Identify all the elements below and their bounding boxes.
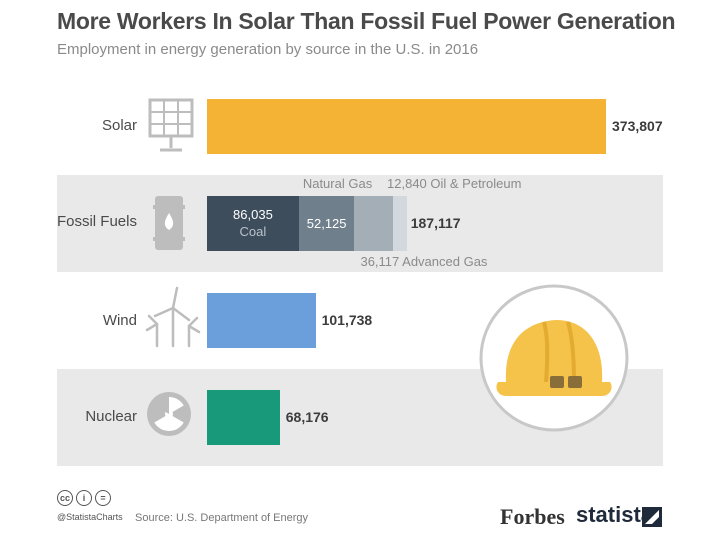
hard-hat-icon: [479, 284, 629, 432]
value-label-fossil-fuels: 187,117: [410, 215, 461, 231]
category-label-fossil-fuels: Fossil Fuels: [56, 213, 137, 230]
category-label-solar: Solar: [101, 117, 137, 134]
chart-subtitle: Employment in energy generation by sourc…: [57, 41, 479, 58]
solar-panel-icon: [148, 98, 194, 152]
chart-title: More Workers In Solar Than Fossil Fuel P…: [57, 8, 676, 34]
creative-commons-icon: cc: [57, 490, 73, 506]
value-label-solar: 373,807: [612, 118, 663, 134]
value-label-nuclear: 68,176: [285, 409, 329, 425]
category-label-wind: Wind: [102, 312, 137, 329]
annotation-advanced-gas: 36,117 Advanced Gas: [360, 254, 488, 269]
bar-wind: [207, 293, 316, 348]
wind-turbine-icon: [145, 286, 201, 348]
source-note: Source: U.S. Department of Energy: [135, 512, 309, 524]
segment-label-coal: 86,035 Coal: [207, 206, 299, 240]
no-derivatives-icon: =: [95, 490, 111, 506]
oil-barrel-icon: [153, 196, 185, 250]
license-icons: cc i =: [57, 490, 111, 506]
annotation-oil-petroleum: 12,840 Oil & Petroleum: [387, 176, 522, 191]
bar-segment-advanced-gas: [354, 196, 394, 251]
segment-value-natural-gas: 52,125: [306, 216, 347, 231]
bar-nuclear: [207, 390, 280, 445]
bar-segment-natural-gas: [298, 196, 355, 251]
statista-logo: statista: [576, 502, 654, 527]
segment-value-coal: 86,035: [233, 207, 273, 222]
segment-name-coal: Coal: [239, 224, 267, 239]
bar-segment-coal: [207, 196, 299, 251]
bar-segment-oil-petroleum: [393, 196, 407, 251]
statista-handle: @StatistaCharts: [57, 512, 123, 522]
statista-logo-mark: [642, 507, 662, 527]
forbes-logo: Forbes: [500, 504, 565, 529]
attribution-icon: i: [76, 490, 92, 506]
category-label-nuclear: Nuclear: [85, 408, 137, 425]
radiation-icon: [147, 392, 191, 436]
annotation-natural-gas: Natural Gas: [302, 176, 373, 191]
bar-solar: [207, 99, 606, 154]
value-label-wind: 101,738: [321, 312, 373, 328]
